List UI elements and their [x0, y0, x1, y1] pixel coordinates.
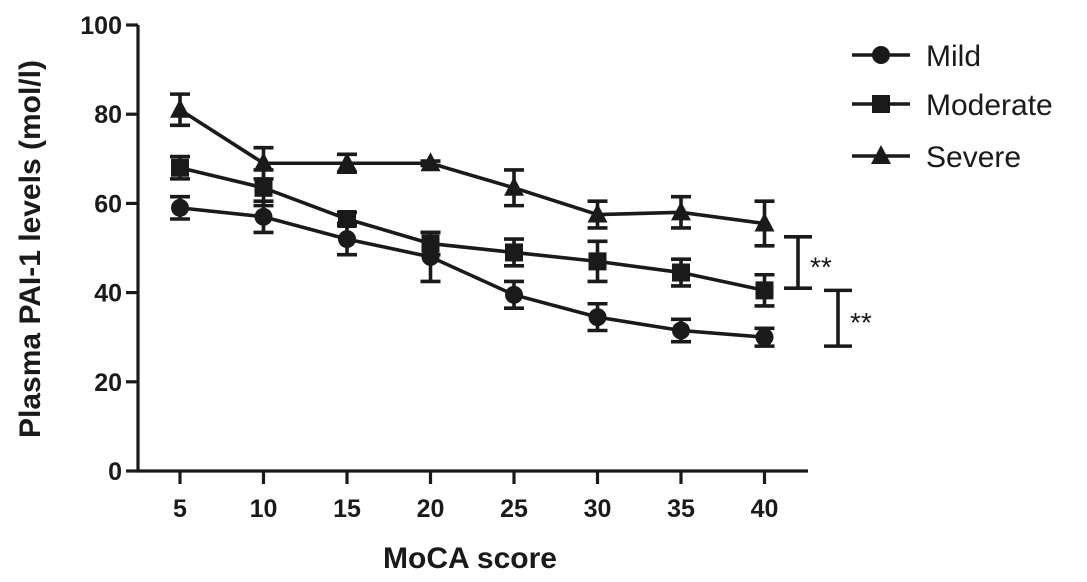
data-point [171, 198, 189, 217]
series-severe [170, 92, 775, 248]
data-point [171, 158, 189, 177]
y-tick-label: 60 [94, 190, 122, 218]
data-point [505, 243, 523, 262]
data-point [253, 152, 274, 172]
data-point [421, 234, 440, 253]
data-point [755, 328, 774, 347]
x-tick-label: 30 [584, 495, 612, 523]
series-mild [170, 194, 775, 348]
significance-label: ** [810, 251, 832, 282]
legend: Mild Moderate Severe [852, 40, 1053, 174]
data-point [254, 207, 273, 226]
significance-bracket: ** [824, 288, 872, 348]
x-tick-label: 40 [751, 495, 779, 523]
data-point [505, 285, 523, 304]
data-point [672, 263, 690, 282]
x-tick-label: 10 [250, 495, 278, 523]
legend-marker [872, 95, 890, 113]
significance-label: ** [850, 307, 872, 338]
legend-item-severe: Severe [852, 141, 1021, 174]
series-line-mild [179, 206, 765, 339]
y-tick-label: 40 [94, 280, 122, 308]
data-point [755, 281, 774, 300]
series-layer [170, 92, 775, 348]
y-tick-label: 20 [94, 369, 122, 397]
x-tick-label: 25 [500, 495, 528, 523]
x-tick-label: 15 [333, 495, 361, 523]
data-point [588, 252, 607, 271]
data-point [338, 230, 356, 249]
data-point [504, 176, 524, 196]
data-point [170, 98, 190, 118]
significance-bracket: ** [784, 235, 832, 290]
y-tick-label: 100 [80, 12, 122, 40]
series-line-severe [179, 108, 765, 226]
y-tick-label: 80 [94, 101, 122, 129]
series-line-moderate [179, 165, 765, 293]
x-tick-label: 5 [173, 495, 187, 523]
data-point [671, 201, 691, 221]
data-point [254, 178, 273, 197]
axes: 0 20 40 60 80 100 5 10 15 20 25 30 35 40 [80, 12, 808, 523]
y-tick-label: 0 [108, 458, 122, 486]
legend-item-moderate: Moderate [852, 89, 1053, 122]
legend-marker [871, 145, 891, 164]
annotation-layer: ** ** [784, 235, 872, 348]
legend-label: Mild [926, 40, 981, 73]
data-point [588, 308, 607, 327]
legend-label: Severe [926, 141, 1021, 174]
data-point [337, 152, 357, 172]
legend-label: Moderate [926, 89, 1053, 122]
x-tick-label: 20 [417, 495, 445, 523]
data-point [420, 152, 441, 172]
y-axis-title: Plasma PAI-1 levels (mol/l) [14, 60, 47, 438]
legend-marker [872, 46, 890, 64]
data-point [587, 203, 608, 223]
legend-item-mild: Mild [852, 40, 981, 73]
data-point [672, 321, 690, 340]
data-point [754, 212, 775, 232]
data-point [338, 210, 356, 229]
x-tick-label: 35 [667, 495, 695, 523]
x-axis-title: MoCA score [383, 542, 557, 575]
